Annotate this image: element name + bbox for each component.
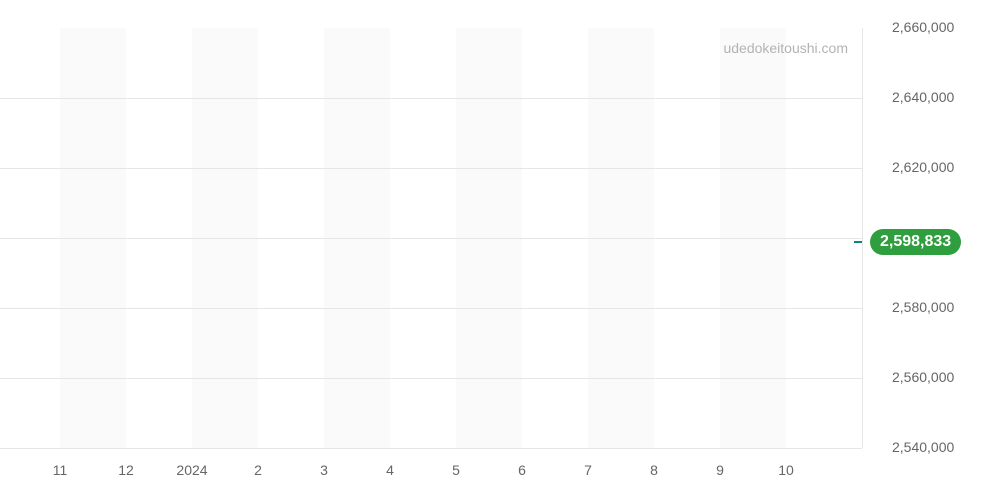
x-tick-label: 4 [386,462,394,478]
y-tick-label: 2,560,000 [892,369,954,385]
x-tick-label: 6 [518,462,526,478]
current-value-tick [854,241,862,243]
gridline-horizontal [0,168,862,169]
x-tick-label: 5 [452,462,460,478]
x-tick-label: 9 [716,462,724,478]
y-tick-label: 2,620,000 [892,159,954,175]
gridline-horizontal [0,378,862,379]
x-tick-label: 2 [254,462,262,478]
gridline-horizontal [0,98,862,99]
x-tick-label: 12 [118,462,134,478]
gridline-horizontal [0,448,862,449]
watermark-text: udedokeitoushi.com [723,40,848,56]
x-tick-label: 8 [650,462,658,478]
x-tick-label: 11 [53,462,68,478]
y-tick-label: 2,580,000 [892,299,954,315]
gridline-horizontal [0,238,862,239]
x-tick-label: 7 [584,462,592,478]
x-tick-label: 3 [320,462,328,478]
x-tick-label: 10 [778,462,794,478]
price-chart: 2,660,0002,640,0002,620,0002,600,0002,58… [0,0,1000,500]
y-tick-label: 2,660,000 [892,19,954,35]
watermark: udedokeitoushi.com [723,40,848,56]
y-tick-label: 2,640,000 [892,89,954,105]
current-value-label: 2,598,833 [880,233,951,250]
y-axis-line [862,28,863,448]
x-tick-label: 2024 [176,462,207,478]
y-tick-label: 2,540,000 [892,439,954,455]
current-value-badge: 2,598,833 [870,229,961,255]
gridline-horizontal [0,308,862,309]
